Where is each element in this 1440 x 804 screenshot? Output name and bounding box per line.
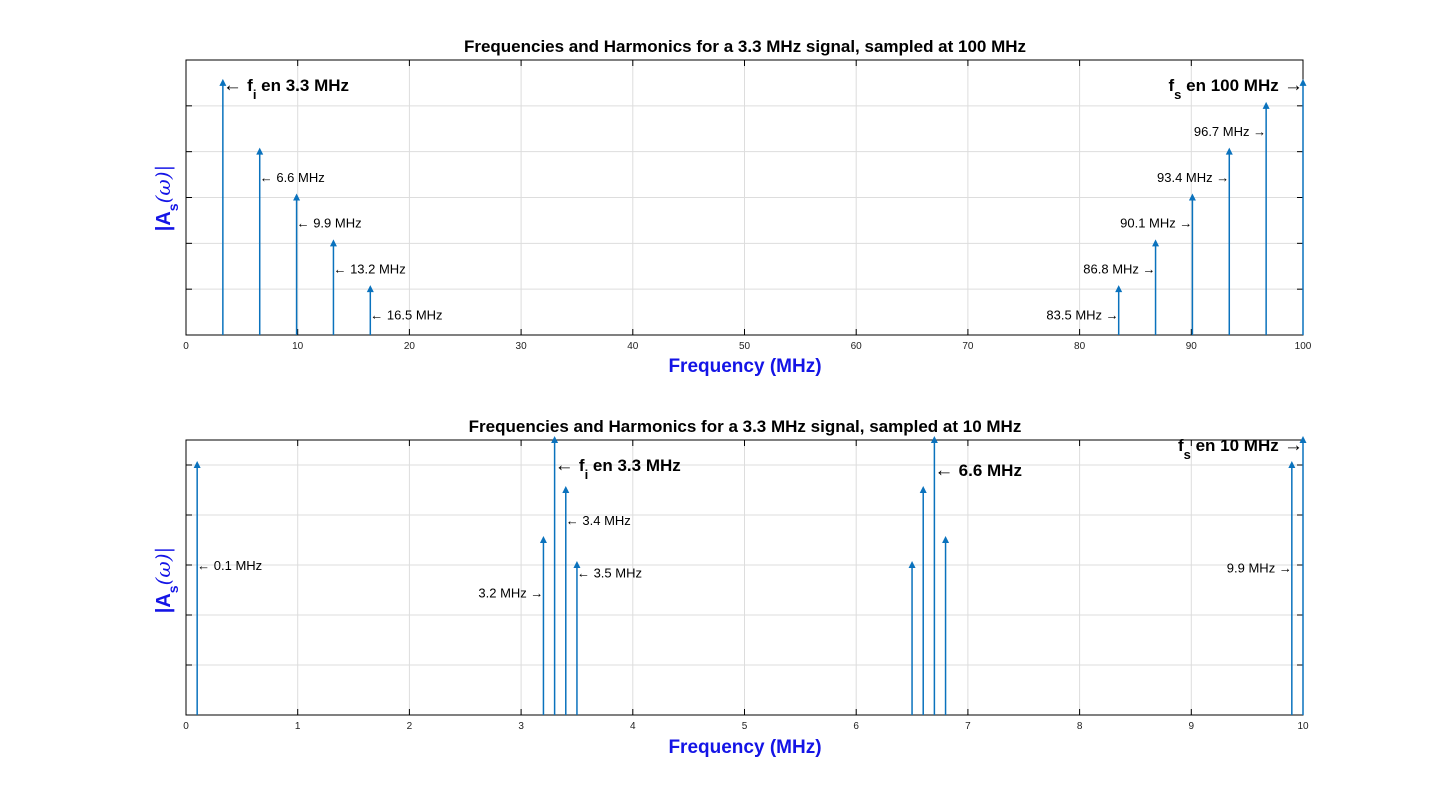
annotation-label: 90.1 MHz → xyxy=(1120,216,1192,231)
annotation-label: ← 0.1 MHz xyxy=(197,558,262,573)
y-axis-label-main: |A xyxy=(153,593,175,613)
chart-top: Frequencies and Harmonics for a 3.3 MHz … xyxy=(151,37,1312,377)
stem-marker xyxy=(908,561,916,568)
y-axis-label: |As(ω)| xyxy=(151,165,181,232)
stem-marker xyxy=(573,561,581,568)
annotation-label: 9.9 MHz → xyxy=(1227,561,1292,576)
x-tick-label: 9 xyxy=(1189,721,1195,732)
x-tick-label: 7 xyxy=(965,721,971,732)
x-tick-label: 60 xyxy=(851,341,863,352)
stem-marker xyxy=(193,461,201,468)
stem-marker xyxy=(219,78,227,86)
annotation-label: 83.5 MHz → xyxy=(1046,307,1118,322)
x-tick-label: 1 xyxy=(295,721,301,732)
annotation-label: 96.7 MHz → xyxy=(1194,124,1266,139)
annotation-label: ← 6.6 MHz xyxy=(260,170,325,185)
stem-marker xyxy=(551,436,559,443)
stem-marker xyxy=(1299,78,1307,86)
y-axis-label-sub: s xyxy=(165,585,181,593)
annotation-label: 3.2 MHz → xyxy=(478,586,543,601)
stem-marker xyxy=(930,436,938,443)
x-axis-label: Frequency (MHz) xyxy=(668,356,821,377)
annotation-label: ← 6.6 MHz xyxy=(934,460,1022,481)
annotation-label: fs en 10 MHz → xyxy=(1178,435,1303,462)
stem-marker xyxy=(539,536,547,543)
annotation-label: ← 3.4 MHz xyxy=(566,513,631,528)
x-tick-label: 6 xyxy=(853,721,859,732)
annotation-label: ← fi en 3.3 MHz xyxy=(223,75,349,102)
annotation-label: 86.8 MHz → xyxy=(1083,262,1155,277)
x-tick-label: 4 xyxy=(630,721,636,732)
chart-bottom: Frequencies and Harmonics for a 3.3 MHz … xyxy=(151,417,1309,758)
x-tick-label: 5 xyxy=(742,721,748,732)
x-tick-label: 0 xyxy=(183,341,189,352)
chart-title: Frequencies and Harmonics for a 3.3 MHz … xyxy=(464,37,1026,56)
plot-area: 0 1 2 3 4 5 6 7 8 9 10 ← 0.1 MHz 3.2 MHz → ← fi en 3.… xyxy=(183,435,1309,732)
plot-area: 0 10 20 30 40 50 60 70 80 90 100 ← fi en 3.3 MHz ← 6… xyxy=(183,59,1312,352)
stem-marker xyxy=(256,147,264,155)
x-tick-label: 80 xyxy=(1074,341,1086,352)
x-tick-label: 10 xyxy=(292,341,304,352)
x-tick-label: 8 xyxy=(1077,721,1083,732)
x-tick-label: 70 xyxy=(962,341,974,352)
annotation-label: fs en 100 MHz → xyxy=(1169,75,1304,102)
x-tick-label: 0 xyxy=(183,721,189,732)
x-tick-label: 90 xyxy=(1186,341,1198,352)
stem-marker xyxy=(1288,461,1296,468)
stem-marker xyxy=(1188,193,1196,201)
x-tick-label: 3 xyxy=(518,721,524,732)
stem-marker xyxy=(919,486,927,493)
annotation-label: ← 9.9 MHz xyxy=(297,216,362,231)
stem-marker xyxy=(329,239,337,247)
stem-marker xyxy=(1115,285,1123,293)
x-tick-label: 20 xyxy=(404,341,416,352)
stem-marker xyxy=(562,486,570,493)
x-tick-label: 2 xyxy=(407,721,413,732)
y-axis-label-arg: (ω)| xyxy=(151,547,176,586)
x-tick-label: 100 xyxy=(1295,341,1312,352)
stem-marker xyxy=(942,536,950,543)
annotation-label: ← fi en 3.3 MHz xyxy=(555,455,681,482)
y-axis-label: |As(ω)| xyxy=(151,547,181,614)
stem-marker xyxy=(293,193,301,201)
y-axis-label-sub: s xyxy=(165,203,181,211)
x-axis-label: Frequency (MHz) xyxy=(668,737,821,758)
annotation-label: 93.4 MHz → xyxy=(1157,170,1229,185)
stem-marker xyxy=(1262,101,1270,109)
stem-marker xyxy=(1299,436,1307,443)
y-axis-label-arg: (ω)| xyxy=(151,165,176,204)
y-axis-label-main: |A xyxy=(153,211,175,231)
x-tick-label: 50 xyxy=(739,341,751,352)
annotation-label: ← 13.2 MHz xyxy=(333,262,405,277)
chart-title: Frequencies and Harmonics for a 3.3 MHz … xyxy=(469,417,1022,436)
stem-marker xyxy=(1225,147,1233,155)
x-tick-label: 30 xyxy=(516,341,528,352)
stem-marker xyxy=(1152,239,1160,247)
x-tick-label: 10 xyxy=(1297,721,1309,732)
stem-marker xyxy=(366,285,374,293)
x-tick-label: 40 xyxy=(627,341,639,352)
annotation-label: ← 3.5 MHz xyxy=(577,566,642,581)
annotation-label: ← 16.5 MHz xyxy=(370,307,442,322)
